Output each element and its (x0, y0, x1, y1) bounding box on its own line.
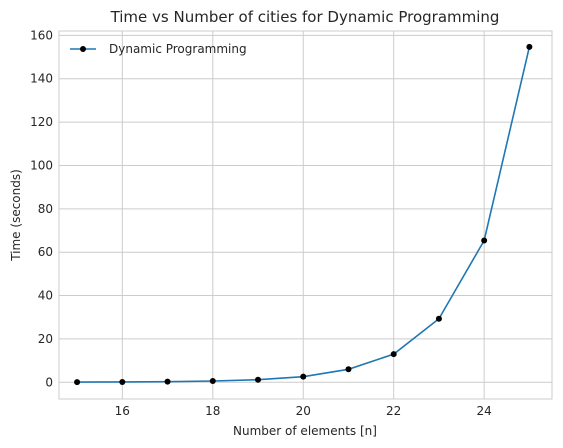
y-tick-label: 80 (38, 202, 53, 216)
x-tick-label: 18 (205, 404, 220, 418)
data-point (119, 378, 126, 385)
data-point (164, 378, 171, 385)
data-point (481, 237, 488, 244)
data-point (526, 43, 533, 50)
y-tick-label: 20 (38, 332, 53, 346)
y-axis-label: Time (seconds) (9, 169, 23, 262)
data-point (209, 378, 216, 385)
y-tick-label: 60 (38, 245, 53, 259)
data-point (300, 373, 307, 380)
chart-title: Time vs Number of cities for Dynamic Pro… (110, 8, 500, 26)
y-tick-label: 40 (38, 289, 53, 303)
legend: Dynamic Programming (70, 42, 247, 56)
gridlines (59, 31, 552, 399)
y-tick-labels: 0 20 40 60 80 100 120 140 160 (30, 28, 53, 389)
y-tick-label: 100 (30, 158, 53, 172)
x-tick-label: 20 (296, 404, 311, 418)
data-point (345, 366, 352, 373)
x-axis-label: Number of elements [n] (233, 424, 377, 438)
x-tick-label: 16 (115, 404, 130, 418)
y-tick-label: 0 (45, 375, 53, 389)
data-point (435, 315, 442, 322)
x-tick-label: 22 (386, 404, 401, 418)
y-tick-label: 120 (30, 115, 53, 129)
series-markers (74, 43, 533, 386)
y-tick-label: 140 (30, 72, 53, 86)
y-tick-label: 160 (30, 28, 53, 42)
legend-marker-icon (80, 46, 86, 52)
data-point (255, 376, 262, 383)
plot-frame (58, 30, 553, 400)
legend-label: Dynamic Programming (109, 42, 247, 56)
x-tick-labels: 16 18 20 22 24 (115, 404, 492, 418)
data-point (390, 351, 397, 358)
data-point (74, 379, 81, 386)
x-tick-label: 24 (477, 404, 492, 418)
